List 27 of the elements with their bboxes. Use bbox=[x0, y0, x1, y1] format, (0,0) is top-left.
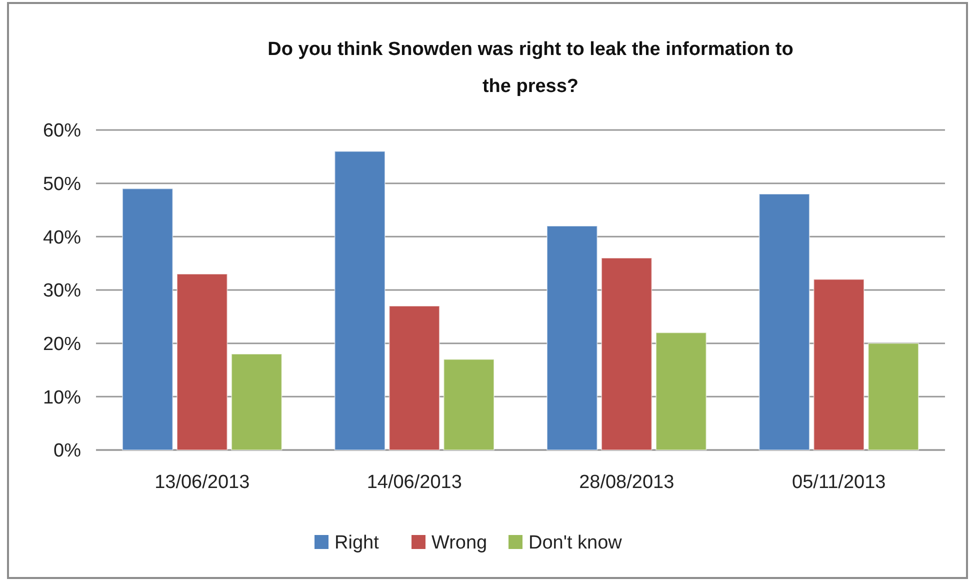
bar bbox=[601, 258, 652, 450]
bar bbox=[176, 274, 228, 450]
x-tick-label: 13/06/2013 bbox=[154, 472, 250, 493]
legend-label: Right bbox=[334, 532, 380, 554]
bar bbox=[813, 278, 864, 450]
legend-label: Wrong bbox=[432, 532, 488, 554]
bar bbox=[868, 342, 919, 450]
x-tick-label: 14/06/2013 bbox=[366, 472, 462, 493]
bar bbox=[231, 354, 282, 450]
bar bbox=[656, 332, 707, 450]
bar bbox=[334, 150, 386, 450]
bar bbox=[443, 358, 494, 450]
y-tick-label: 0% bbox=[54, 440, 82, 462]
legend-label: Don't know bbox=[528, 532, 622, 554]
bar bbox=[758, 194, 810, 450]
y-tick-label: 20% bbox=[42, 334, 82, 355]
y-tick-label: 60% bbox=[42, 120, 82, 142]
y-tick-label: 50% bbox=[42, 174, 82, 195]
x-tick-label: 05/11/2013 bbox=[792, 472, 886, 493]
chart-title: Do you think Snowden was right to leak the information to the press? bbox=[268, 39, 794, 97]
y-tick-label: 10% bbox=[42, 387, 82, 408]
bar bbox=[388, 306, 440, 450]
y-tick-label: 40% bbox=[42, 227, 82, 248]
y-tick-label: 30% bbox=[42, 280, 82, 302]
bar bbox=[546, 226, 598, 450]
bar bbox=[122, 188, 174, 450]
x-tick-label: 28/08/2013 bbox=[579, 472, 674, 493]
